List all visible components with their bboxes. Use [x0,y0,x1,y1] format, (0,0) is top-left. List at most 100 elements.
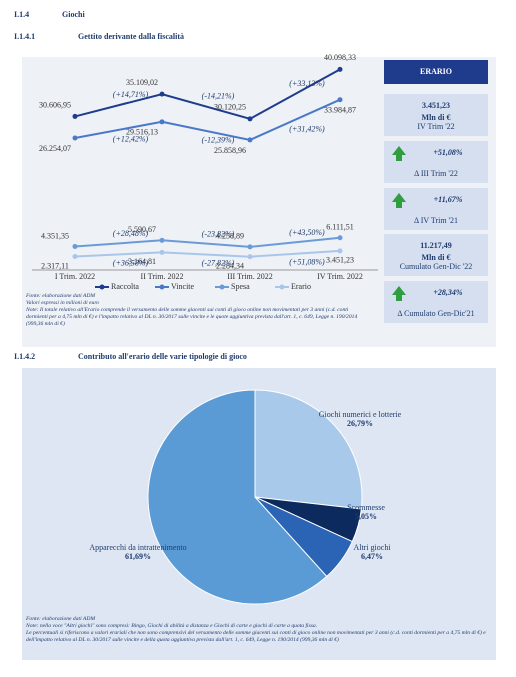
change-label: (+28,48%) [113,229,149,238]
value-label: 3.164,81 [128,257,156,266]
x-tick-label: IV Trim. 2022 [317,272,363,281]
change-label: (+12,42%) [113,135,149,144]
erario-box [384,141,488,183]
note: Fonte: elaborazione dati ADM [26,616,96,622]
change-label: (+31,42%) [289,125,325,134]
erario-value: +51,08% [433,148,463,157]
legend-label: Spesa [231,282,250,291]
erario-unit: Mln di € [422,253,451,262]
erario-title: ERARIO [420,67,452,76]
erario-caption: Δ Cumulato Gen-Dic'21 [397,309,474,318]
up-arrow [392,193,406,208]
point [337,235,343,241]
slice-value: 5,05% [355,512,377,521]
point [337,66,343,72]
change-label: (+36,58%) [113,258,149,267]
note: Fonte: elaborazione dati ADM [26,293,96,299]
value-label: 5.590,67 [128,225,156,234]
value-label: 30.120,25 [214,103,246,112]
slice-value: 6,47% [361,552,383,561]
up-arrow [392,286,406,301]
x-tick-label: III Trim. 2022 [227,272,273,281]
point [247,137,253,143]
change-label: (+51,08%) [289,258,325,267]
value-label: 40.098,33 [324,53,356,62]
erario-caption: IV Trim '22 [417,122,454,131]
value-label: 26.254,07 [39,144,71,153]
legend-label: Erario [291,282,311,291]
change-label: (-27,82%) [202,258,235,267]
change-label: (-12,39%) [202,136,235,145]
erario-header [384,60,488,84]
heading-title: Gettito derivante dalla fiscalità [78,32,184,41]
value-label: 25.858,96 [214,146,246,155]
slice-label: Apparecchi da intrattenimento [89,543,186,552]
value-label: 35.109,02 [126,78,158,87]
erario-caption: Δ IV Trim '21 [414,216,458,225]
heading-title: Contributo all'erario delle varie tipolo… [78,352,247,361]
slice-value: 61,69% [125,552,151,561]
point [247,254,253,260]
erario-caption: Δ III Trim '22 [414,169,458,178]
slice-value: 26,79% [347,419,373,428]
value-label: 3.451,23 [326,256,354,265]
erario-box [384,94,488,136]
point [337,248,343,254]
legend-marker [159,284,165,290]
value-label: 33.984,87 [324,106,356,115]
heading-number: I.1.4.2 [14,352,35,361]
value-label: 30.606,95 [39,100,71,109]
value-label: 2.317,11 [41,261,69,270]
line [74,68,341,120]
point [159,91,165,97]
notes: Fonte: elaborazione dati ADM Valori espr… [26,293,366,328]
slice-label: Altri giochi [353,543,391,552]
legend-marker [99,284,105,290]
point [159,119,165,125]
x-tick-label: I Trim. 2022 [55,272,95,281]
heading-number: I.1.4.1 [14,32,35,41]
notes: Fonte: elaborazione dati ADM Note: nella… [26,616,492,644]
point [247,116,253,122]
erario-value: +28,34% [433,288,463,297]
slice-label: Scommesse [347,503,385,512]
value-label: 2.284,34 [216,262,244,271]
erario-box [384,281,488,323]
up-arrow [392,146,406,161]
erario-value: 11.217,49 [420,241,452,250]
change-label: (-23,82%) [202,229,235,238]
line [74,249,341,258]
point [337,97,343,103]
pie-slice [254,389,363,510]
erario-value: 3.451,23 [422,101,450,110]
value-label: 4.351,35 [41,231,69,240]
point [72,113,78,119]
value-label: 6.111,51 [326,223,353,232]
point [247,244,253,250]
point [72,254,78,260]
erario-caption: Cumulato Gen-Dic '22 [400,262,473,271]
point [159,237,165,243]
line [74,98,341,141]
x-tick-label: II Trim. 2022 [141,272,184,281]
point [72,135,78,141]
change-label: (+33,13%) [289,79,325,88]
legend-label: Vincite [171,282,195,291]
legend-marker [279,284,285,290]
heading-number: I.1.4 [14,10,29,19]
note: Valori espressi in milioni di euro [26,300,100,306]
change-label: (+14,71%) [113,90,149,99]
erario-value: +11,67% [434,195,463,204]
value-label: 29.516,13 [126,128,158,137]
pie-slice [147,389,328,605]
point [72,243,78,249]
value-label: 4.258,89 [216,232,244,241]
legend-marker [219,284,225,290]
line [74,236,341,248]
change-label: (+43,50%) [289,228,325,237]
note: Le percentuali si riferiscono a valori e… [26,630,486,643]
note: Note: Il totale relativo all'Erario comp… [26,307,358,327]
erario-unit: Mln di € [422,113,451,122]
